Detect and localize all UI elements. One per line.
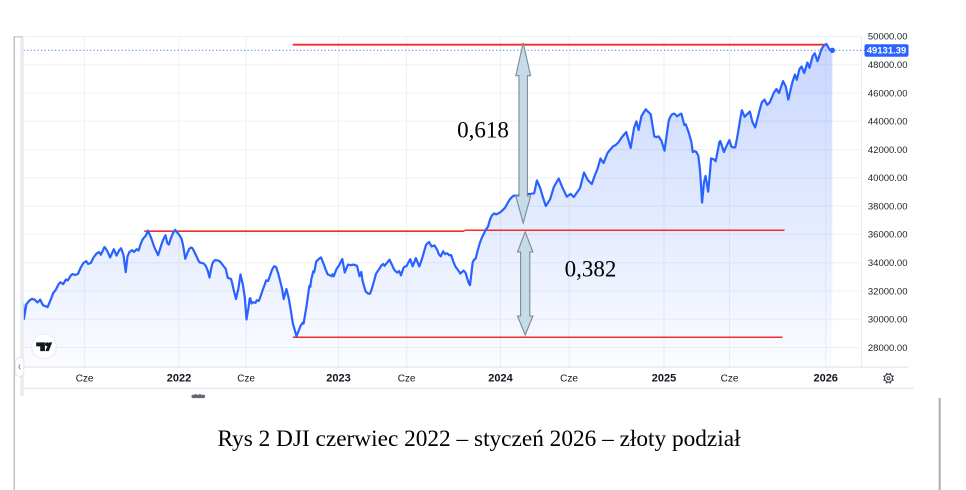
- svg-text:Cze: Cze: [237, 373, 255, 384]
- svg-text:Cze: Cze: [721, 373, 739, 384]
- svg-text:40000.00: 40000.00: [868, 173, 908, 184]
- svg-text:38000.00: 38000.00: [868, 201, 908, 212]
- svg-text:28000.00: 28000.00: [868, 343, 908, 354]
- svg-text:2022: 2022: [167, 373, 191, 385]
- svg-text:34000.00: 34000.00: [868, 258, 908, 269]
- svg-text:0,382: 0,382: [565, 256, 617, 281]
- svg-text:42000.00: 42000.00: [868, 145, 908, 156]
- svg-text:Rys 2 DJI czerwiec 2022 – styc: Rys 2 DJI czerwiec 2022 – styczeń 2026 –…: [217, 426, 741, 452]
- svg-text:50000.00: 50000.00: [868, 32, 908, 43]
- svg-text:46000.00: 46000.00: [868, 88, 908, 99]
- svg-text:48000.00: 48000.00: [868, 60, 908, 71]
- svg-text:36000.00: 36000.00: [868, 230, 908, 241]
- svg-text:32000.00: 32000.00: [868, 286, 908, 297]
- svg-text:49131.39: 49131.39: [867, 46, 907, 57]
- svg-text:2023: 2023: [326, 373, 350, 385]
- svg-text:30000.00: 30000.00: [868, 315, 908, 326]
- svg-text:Cze: Cze: [560, 373, 578, 384]
- svg-text:Cze: Cze: [76, 373, 94, 384]
- svg-text:0,618: 0,618: [457, 118, 509, 143]
- svg-text:2024: 2024: [488, 373, 513, 385]
- svg-text:44000.00: 44000.00: [868, 117, 908, 128]
- svg-text:2025: 2025: [652, 373, 676, 385]
- svg-text:2026: 2026: [813, 373, 837, 385]
- svg-text:Cze: Cze: [398, 373, 416, 384]
